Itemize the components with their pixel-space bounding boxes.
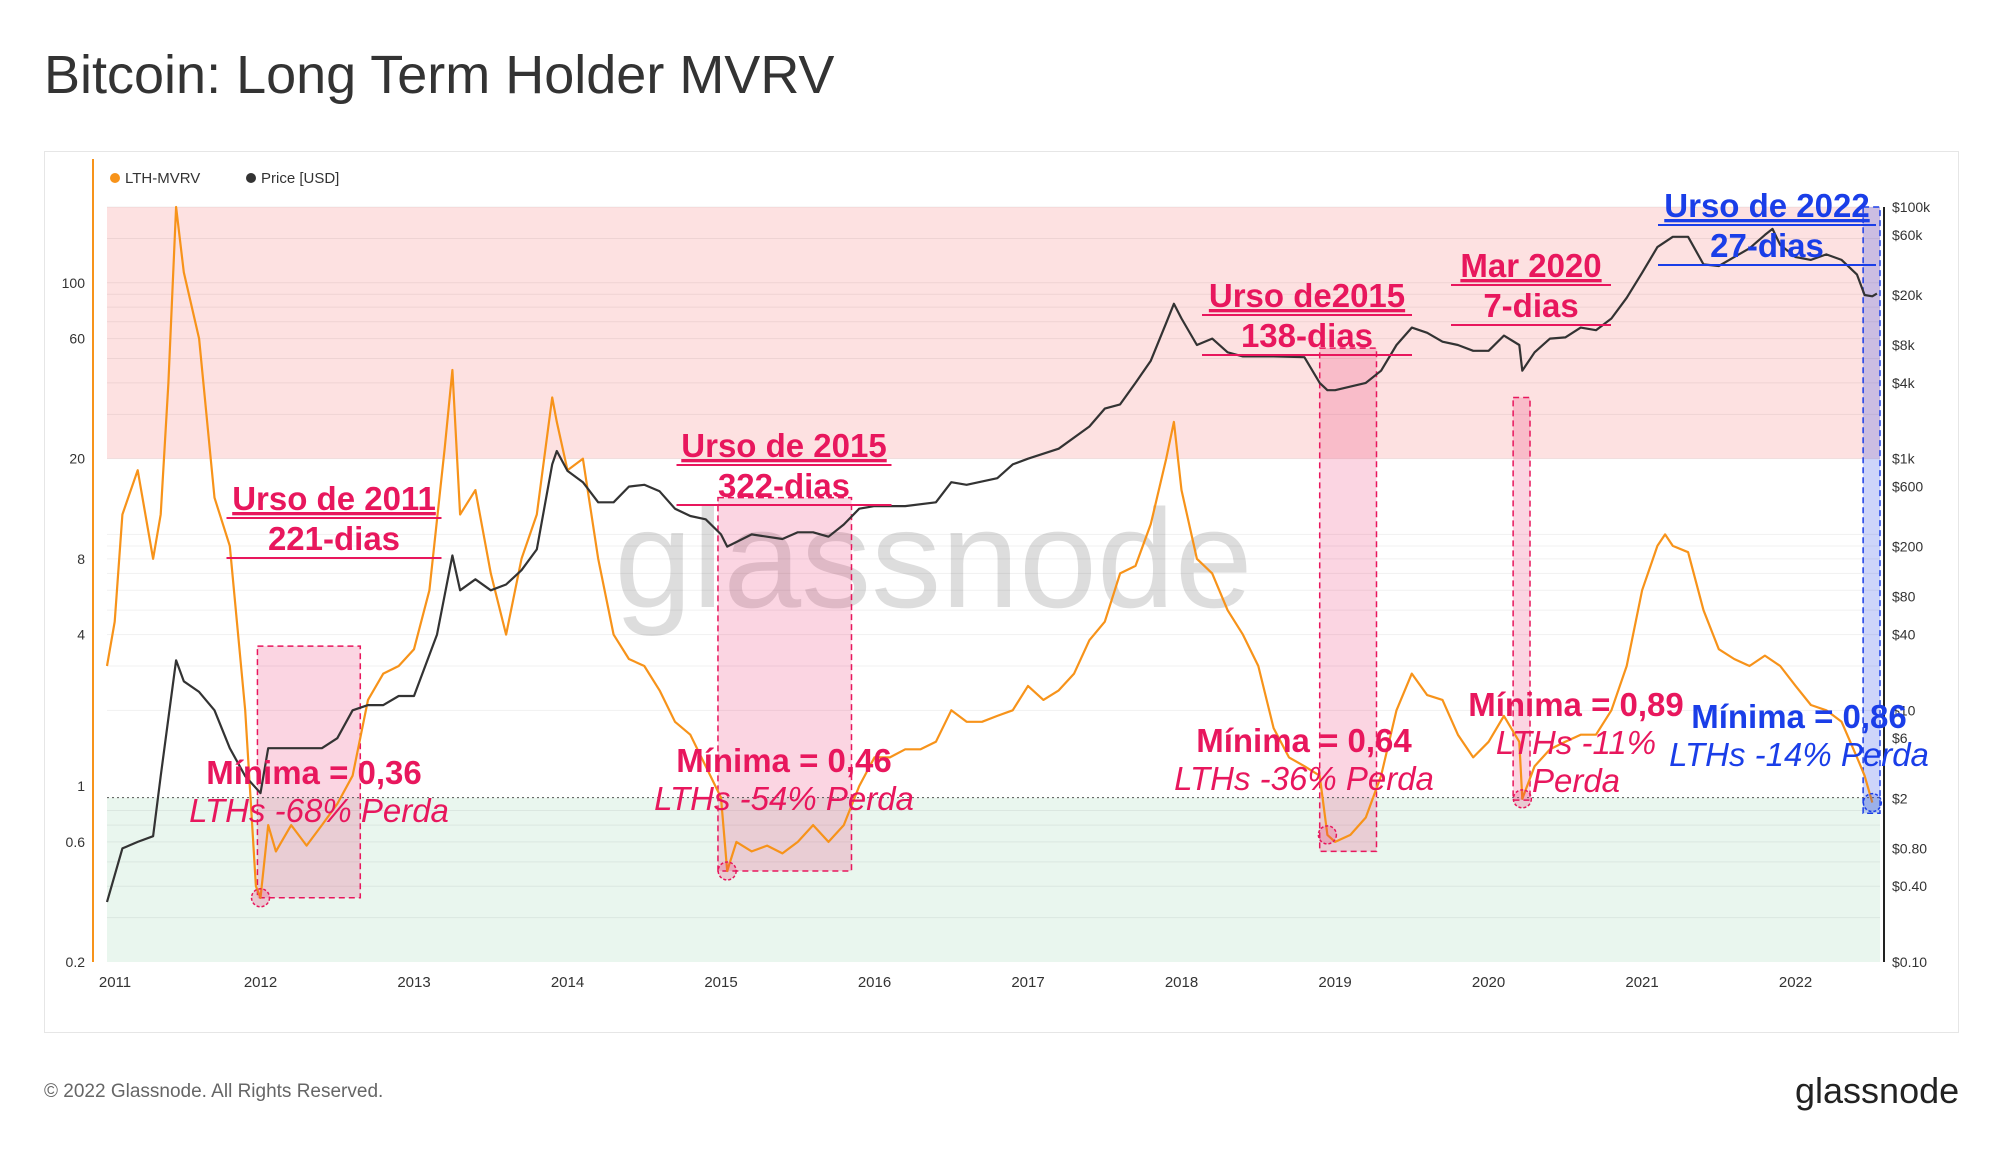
left-tick-label: 1 [77,778,85,794]
x-tick-label: 2016 [858,974,891,991]
x-tick-label: 2021 [1625,974,1658,991]
right-tick-label: $0.10 [1892,954,1927,970]
x-tick-label: 2020 [1472,974,1505,991]
right-tick-label: $0.40 [1892,878,1927,894]
lth-mvrv-line [105,205,1874,899]
min-label-4: Mínima = 0,89 [1468,686,1684,723]
x-tick-label: 2017 [1011,974,1044,991]
loss-label-5: LTHs -14% Perda [1669,736,1929,773]
right-tick-label: $100k [1892,199,1931,215]
overvalued-band [107,207,1880,459]
x-tick-label: 2012 [244,974,277,991]
loss-label-4: LTHs -11% [1496,724,1656,761]
left-tick-label: 0.2 [66,954,86,970]
bear-duration-5: 27-dias [1710,227,1824,264]
x-tick-label: 2014 [551,974,584,991]
undervalued-band [107,797,1880,962]
x-tick-label: 2019 [1318,974,1351,991]
right-tick-label: $0.80 [1892,840,1927,856]
bear-period-box-4 [1512,396,1531,801]
x-tick-label: 2015 [704,974,737,991]
legend-lth-mvrv: LTH-MVRV [125,170,200,187]
minimum-marker-2 [717,861,737,881]
min-label-1: Mínima = 0,36 [206,754,422,791]
loss-label-2: LTHs -54% Perda [654,780,914,817]
right-tick-label: $10 [1892,702,1916,718]
watermark: glassnode [614,480,1252,637]
bear-period-box-5 [1862,206,1881,814]
left-tick-label: 20 [69,451,85,467]
legend-lth-mvrv-dot [110,173,120,183]
bear-duration-3: 138-dias [1241,317,1373,354]
chart-frame: glassnode 0.2 0.6 1 4 8 20 60 100 $0.10 $0.40 $0.80… [44,151,1959,1033]
right-tick-label: $600 [1892,479,1923,495]
left-tick-label: 60 [69,331,85,347]
footer-logo[interactable]: glassnode [1795,1070,1960,1111]
bear-title-5: Urso de 2022 [1664,187,1869,224]
loss-label-1: LTHs -68% Perda [189,792,449,829]
bear-title-1: Urso de 2011 [232,480,436,517]
right-tick-label: $6 [1892,730,1908,746]
price-line [105,227,1878,903]
x-tick-label: 2011 [99,974,131,991]
min-label-3: Mínima = 0,64 [1196,722,1412,759]
page-title: Bitcoin: Long Term Holder MVRV [44,45,835,105]
right-tick-label: $20k [1892,287,1923,303]
x-tick-label: 2018 [1165,974,1198,991]
minimum-marker-1 [250,888,271,908]
bear-duration-1: 221-dias [268,520,400,557]
bear-title-2: Urso de 2015 [681,427,886,464]
loss-label-4-cont: Perda [1532,762,1620,799]
left-tick-label: 100 [62,275,86,291]
bear-period-box-3 [1318,347,1378,853]
right-tick-label: $1k [1892,451,1916,467]
minimum-marker-5 [1862,792,1883,813]
min-label-2: Mínima = 0,46 [676,742,892,779]
bear-title-3: Urso de2015 [1209,277,1405,314]
minimum-marker-4 [1512,789,1533,809]
legend-price-dot [246,173,256,183]
footer-copyright: © 2022 Glassnode. All Rights Reserved. [44,1081,384,1102]
left-tick-label: 4 [77,627,85,643]
right-tick-label: $2 [1892,790,1908,806]
chart: glassnode 0.2 0.6 1 4 8 20 60 100 $0.10 $0.40 $0.80… [62,159,1931,991]
bear-title-4: Mar 2020 [1460,247,1601,284]
loss-label-3: LTHs -36% Perda [1174,760,1434,797]
right-tick-label: $4k [1892,375,1916,391]
bear-duration-2: 322-dias [718,467,850,504]
right-tick-label: $60k [1892,227,1923,243]
bear-duration-4: 7-dias [1483,287,1578,324]
x-tick-label: 2022 [1779,974,1812,991]
minimum-marker-3 [1317,825,1338,845]
left-tick-label: 8 [77,551,85,567]
x-tick-label: 2013 [397,974,430,991]
legend-price: Price [USD] [261,170,339,187]
min-label-5: Mínima = 0,86 [1691,698,1907,735]
right-tick-label: $40 [1892,627,1916,643]
right-tick-label: $8k [1892,337,1916,353]
bear-period-box-2 [717,496,853,872]
right-tick-label: $80 [1892,589,1916,605]
left-tick-label: 0.6 [66,834,86,850]
right-tick-label: $200 [1892,539,1923,555]
bear-period-box-1 [256,645,362,899]
